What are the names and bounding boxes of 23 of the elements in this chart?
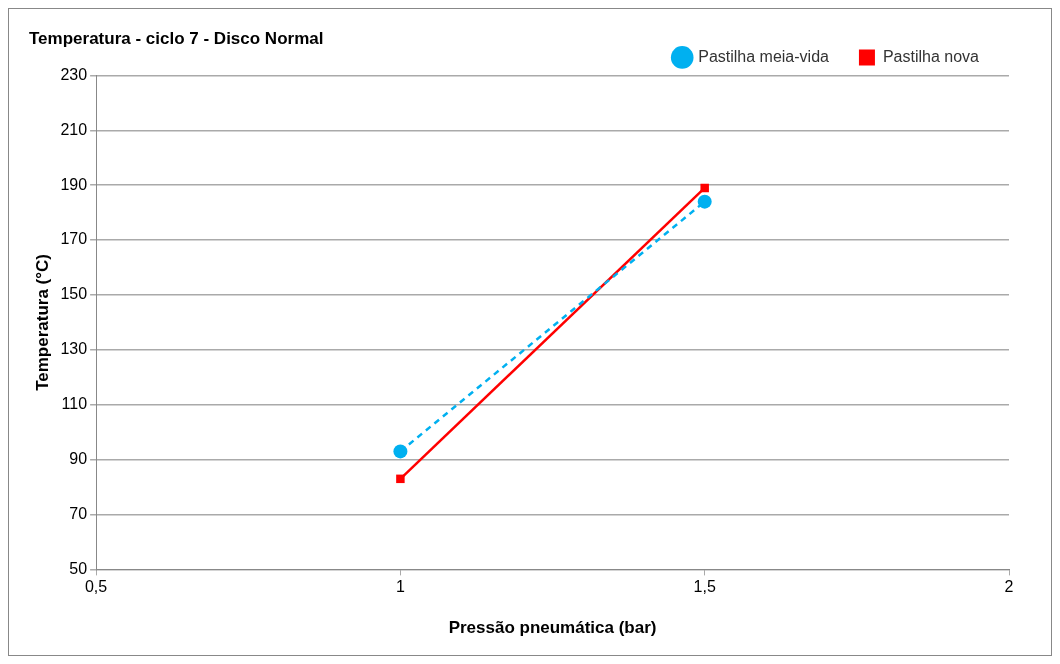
legend-label: Pastilha nova (882, 47, 980, 65)
chart-title: Temperatura - ciclo 7 - Disco Normal (29, 28, 324, 48)
y-tick-label: 90 (69, 450, 88, 468)
x-tick-label: 0,5 (84, 578, 108, 596)
x-tick-label: 1,5 (693, 578, 716, 596)
y-tick-label: 110 (61, 395, 88, 413)
y-axis-title: Temperatura (°C) (32, 253, 52, 391)
y-tick-label: 210 (60, 120, 88, 138)
point (396, 474, 405, 484)
y-tick-label: 230 (60, 65, 88, 83)
point (393, 444, 408, 459)
y-tick-label: 50 (69, 559, 88, 577)
x-tick-label: 1 (395, 578, 405, 596)
y-tick-label: 170 (60, 230, 88, 248)
point (697, 194, 712, 209)
x-tick-label: 2 (1004, 578, 1014, 596)
legend-label: Pastilha meia-vida (698, 47, 830, 65)
y-tick-label: 190 (60, 175, 88, 193)
x-axis-title: Pressão pneumática (bar) (448, 618, 657, 638)
point (700, 183, 709, 193)
y-tick-label: 150 (60, 285, 88, 303)
y-tick-label: 70 (69, 504, 88, 522)
y-tick-label: 130 (60, 340, 88, 358)
